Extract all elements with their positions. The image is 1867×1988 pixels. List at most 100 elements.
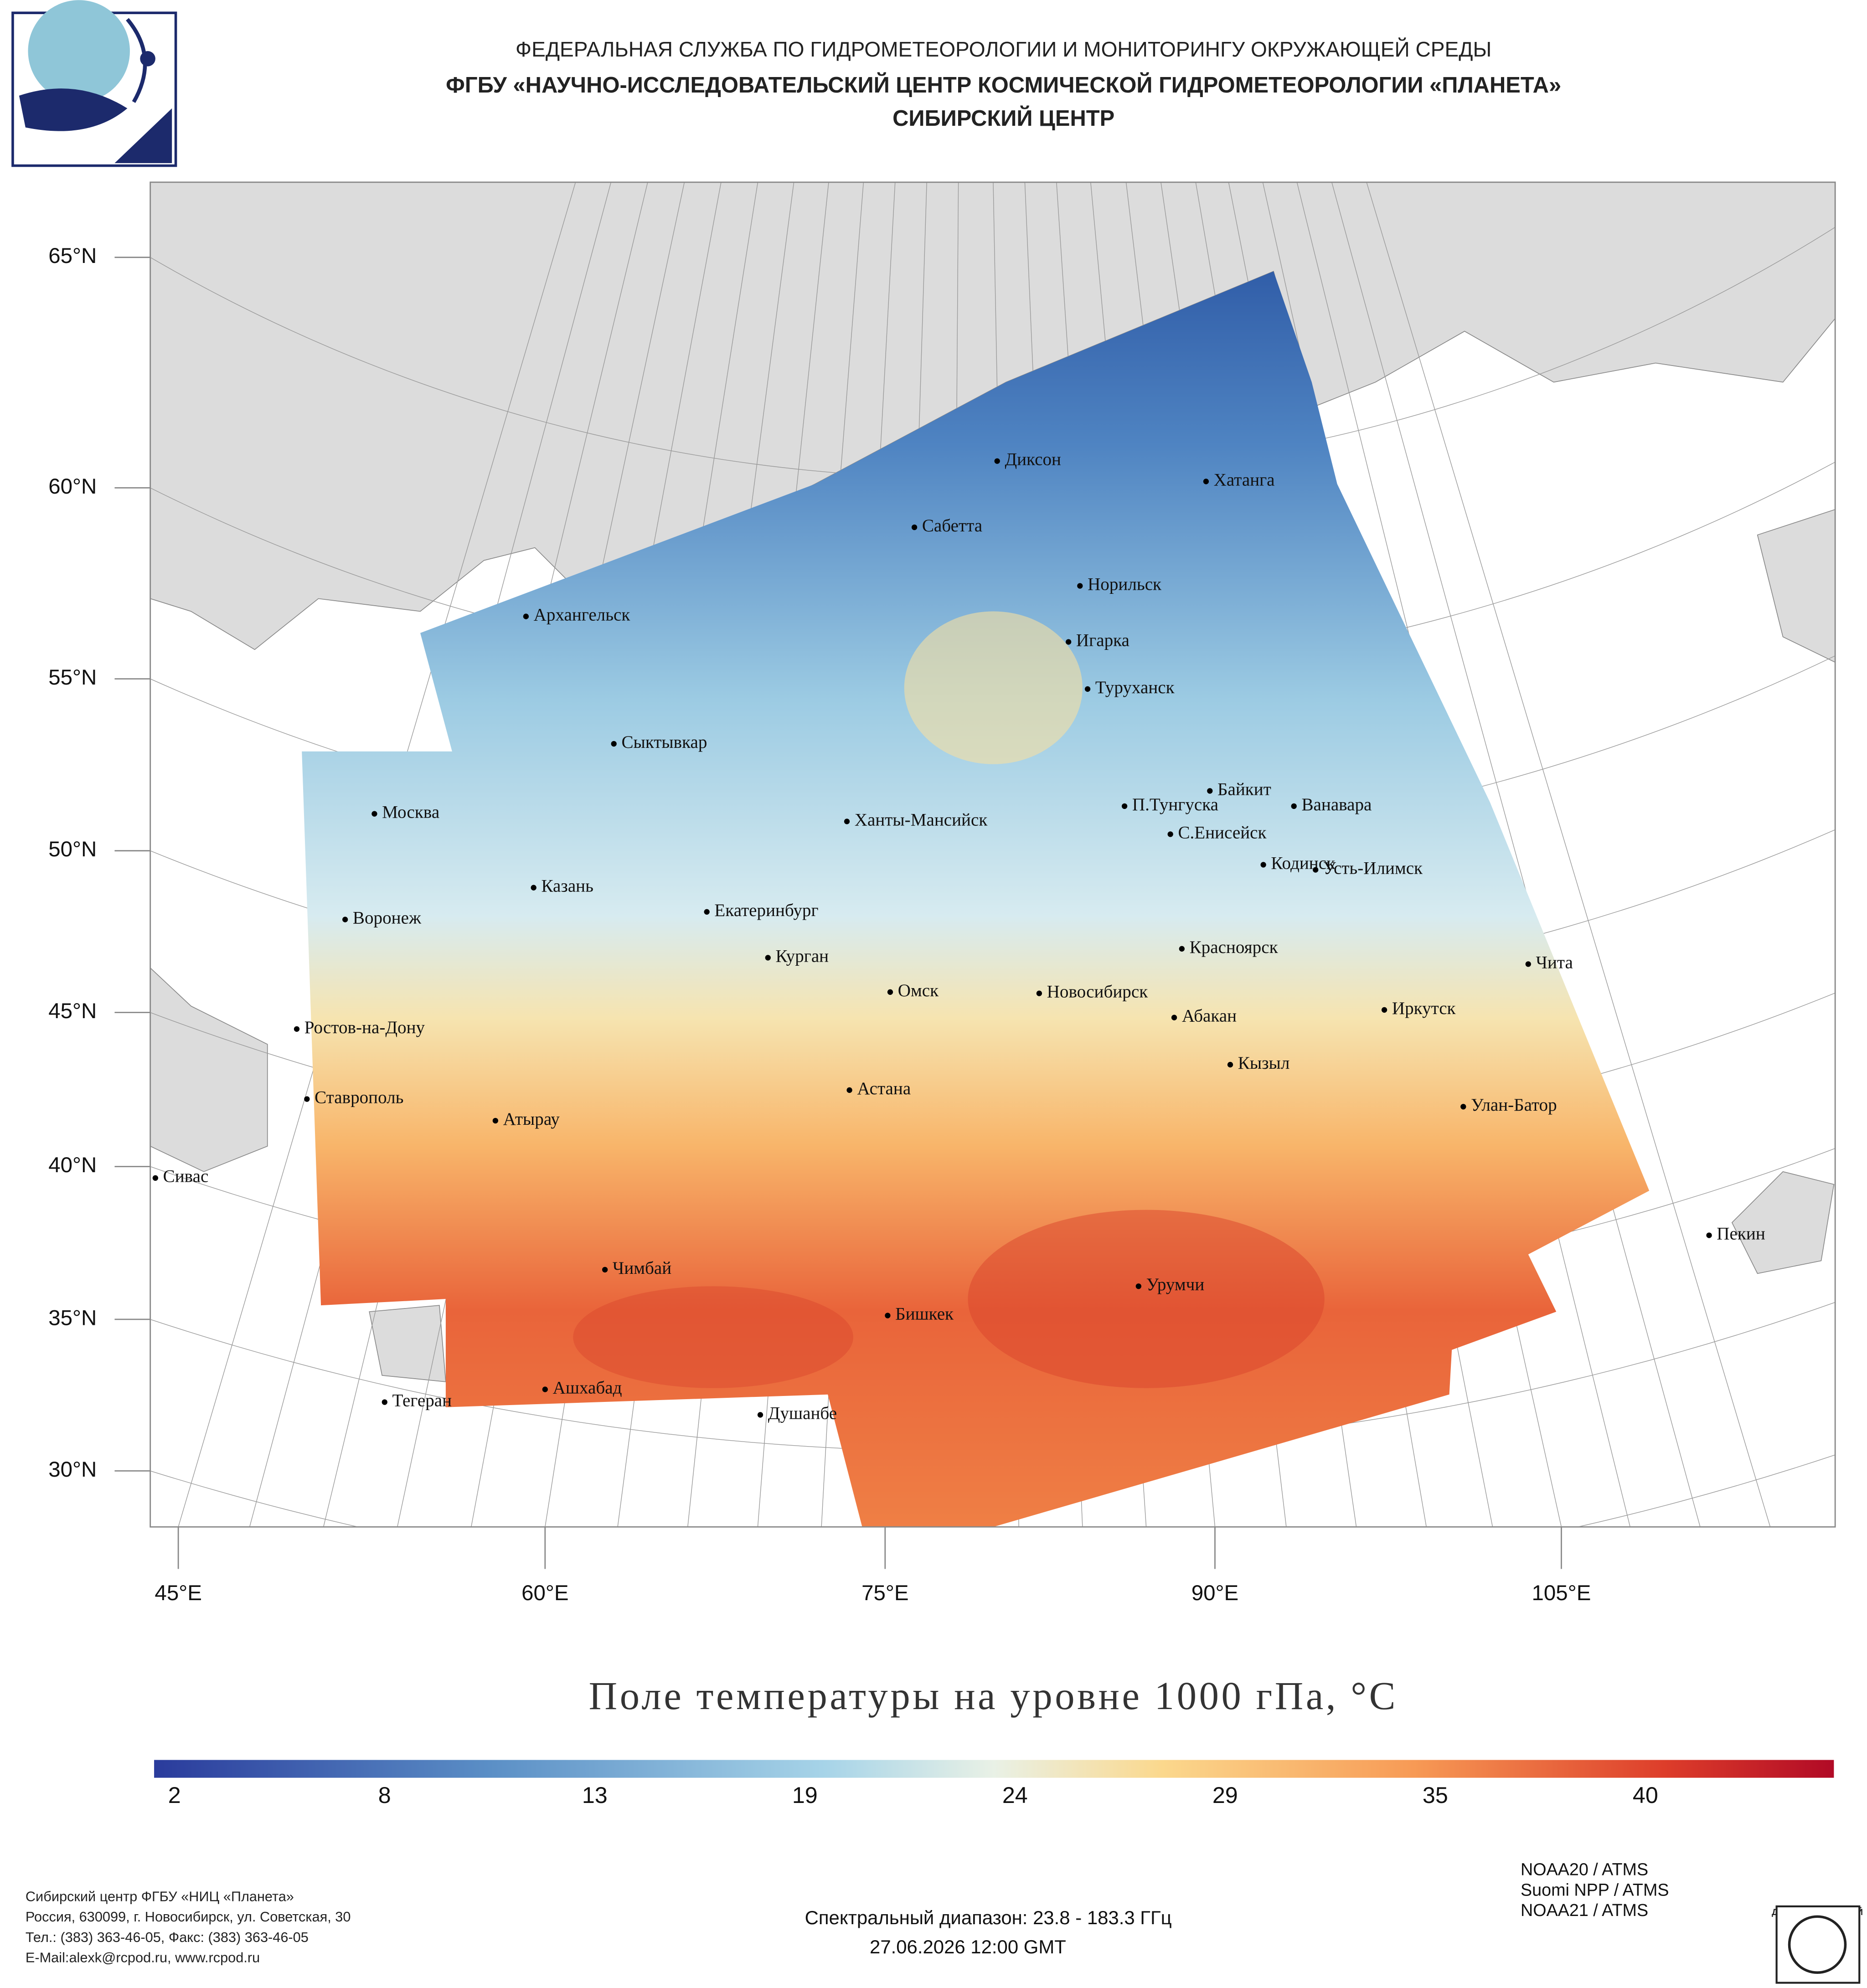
- city-dot: [382, 1399, 387, 1405]
- temperature-field: [904, 611, 1083, 764]
- city-label: Чита: [1536, 953, 1573, 972]
- city-label: Байкит: [1217, 779, 1271, 799]
- colorbar-label: 19: [792, 1782, 818, 1808]
- header-line: ФЕДЕРАЛЬНАЯ СЛУЖБА ПО ГИДРОМЕТЕОРОЛОГИИ …: [516, 37, 1491, 61]
- lat-label: 30°N: [48, 1458, 97, 1482]
- city-dot: [911, 524, 918, 530]
- satellite: NOAA21 / ATMS: [1521, 1900, 1648, 1920]
- org-line: Россия, 630099, г. Новосибирск, ул. Сове…: [26, 1909, 351, 1925]
- org-line: Тел.: (383) 363-46-05, Факс: (383) 363-4…: [26, 1929, 309, 1945]
- satellite: NOAA20 / ATMS: [1521, 1860, 1648, 1879]
- city-dot: [492, 1118, 499, 1124]
- city-label: Усть-Илимск: [1323, 859, 1423, 878]
- city-dot: [1313, 867, 1319, 873]
- header-line: СИБИРСКИЙ ЦЕНТР: [892, 106, 1114, 131]
- city-label: Бишкек: [895, 1304, 954, 1324]
- spectral-range: Спектральный диапазон: 23.8 - 183.3 ГГц: [805, 1907, 1172, 1928]
- city-label: Ростов-на-Дону: [304, 1018, 425, 1037]
- lon-label: 75°E: [861, 1581, 908, 1605]
- city-label: Чимбай: [613, 1258, 671, 1278]
- city-dot: [294, 1026, 300, 1032]
- city-label: Игарка: [1076, 630, 1129, 650]
- lat-label: 55°N: [48, 665, 97, 690]
- city-label: Сивас: [163, 1167, 209, 1186]
- city-dot: [757, 1412, 763, 1418]
- colorbar-label: 35: [1423, 1782, 1448, 1808]
- city-label: Екатеринбург: [714, 901, 818, 920]
- city-label: Кызыл: [1238, 1053, 1290, 1073]
- city-dot: [531, 885, 536, 891]
- lat-label: 65°N: [48, 244, 97, 268]
- city-dot: [765, 955, 771, 961]
- city-label: С.Енисейск: [1178, 823, 1267, 842]
- city-dot: [1121, 803, 1128, 809]
- city-label: Атырау: [503, 1109, 560, 1129]
- city-label: Урумчи: [1146, 1275, 1205, 1294]
- lon-label: 60°E: [521, 1581, 568, 1605]
- satellite: Suomi NPP / ATMS: [1521, 1880, 1669, 1899]
- city-dot: [1291, 803, 1297, 809]
- city-label: Астана: [857, 1079, 911, 1098]
- colorbar-label: 40: [1633, 1782, 1658, 1808]
- iso-stamp: [1775, 1905, 1861, 1984]
- city-label: Туруханск: [1095, 678, 1175, 697]
- city-label: Ванавара: [1301, 795, 1372, 814]
- city-dot: [1167, 831, 1173, 837]
- city-label: Сабетта: [922, 516, 982, 536]
- city-label: Омск: [898, 981, 939, 1000]
- colorbar: [154, 1760, 1834, 1778]
- city-dot: [1207, 788, 1213, 794]
- lat-label: 35°N: [48, 1306, 97, 1330]
- city-dot: [994, 458, 1000, 464]
- city-label: Ставрополь: [315, 1087, 403, 1107]
- city-label: Душанбе: [768, 1403, 837, 1423]
- city-dot: [611, 741, 617, 747]
- city-label: Воронеж: [353, 908, 422, 928]
- city-dot: [1260, 862, 1266, 868]
- city-dot: [1077, 583, 1083, 589]
- city-label: Москва: [382, 803, 439, 822]
- temperature-field: [302, 271, 1650, 1527]
- city-label: Норильск: [1088, 574, 1162, 594]
- lat-label: 50°N: [48, 837, 97, 861]
- city-dot: [1084, 686, 1091, 692]
- header-line: ФГБУ «НАУЧНО-ИССЛЕДОВАТЕЛЬСКИЙ ЦЕНТР КОС…: [446, 72, 1561, 98]
- city-dot: [342, 917, 348, 922]
- city-label: Абакан: [1182, 1006, 1237, 1026]
- city-dot: [1381, 1007, 1387, 1013]
- temperature-field: [573, 1286, 853, 1388]
- org-line: Сибирский центр ФГБУ «НИЦ «Планета»: [26, 1888, 294, 1904]
- city-dot: [846, 1087, 852, 1093]
- datetime: 27.06.2026 12:00 GMT: [870, 1936, 1066, 1957]
- city-label: Иркутск: [1392, 999, 1456, 1018]
- city-dot: [1203, 479, 1209, 484]
- meridian: [1366, 182, 1771, 1527]
- city-label: Тегеран: [392, 1391, 452, 1410]
- colorbar-label: 8: [378, 1782, 391, 1808]
- city-dot: [1036, 990, 1042, 996]
- city-dot: [602, 1267, 608, 1273]
- city-dot: [371, 811, 377, 817]
- colorbar-label: 24: [1002, 1782, 1028, 1808]
- city-label: Кодинск: [1271, 853, 1336, 873]
- city-label: Хатанга: [1214, 470, 1275, 489]
- city-dot: [887, 989, 893, 995]
- city-dot: [1135, 1283, 1141, 1289]
- colorbar-label: 13: [582, 1782, 608, 1808]
- lat-label: 60°N: [48, 474, 97, 499]
- city-dot: [304, 1096, 310, 1102]
- meridian: [1331, 182, 1701, 1527]
- city-label: Ханты-Мансийск: [855, 810, 988, 829]
- map-title: Поле температуры на уровне 1000 гПа, °С: [589, 1674, 1398, 1718]
- logo: [11, 0, 177, 167]
- lon-label: 45°E: [155, 1581, 201, 1605]
- city-label: Новосибирск: [1047, 982, 1149, 1002]
- city-label: Архангельск: [534, 605, 631, 625]
- city-dot: [1460, 1104, 1466, 1110]
- city-dot: [542, 1386, 548, 1392]
- map: Диксон Хатанга Сабетта Архангельск Норильск И…: [150, 182, 1836, 1527]
- city-label: Красноярск: [1190, 937, 1279, 957]
- org-line: E-Mail:alexk@rcpod.ru, www.rcpod.ru: [26, 1950, 260, 1966]
- city-dot: [152, 1175, 159, 1181]
